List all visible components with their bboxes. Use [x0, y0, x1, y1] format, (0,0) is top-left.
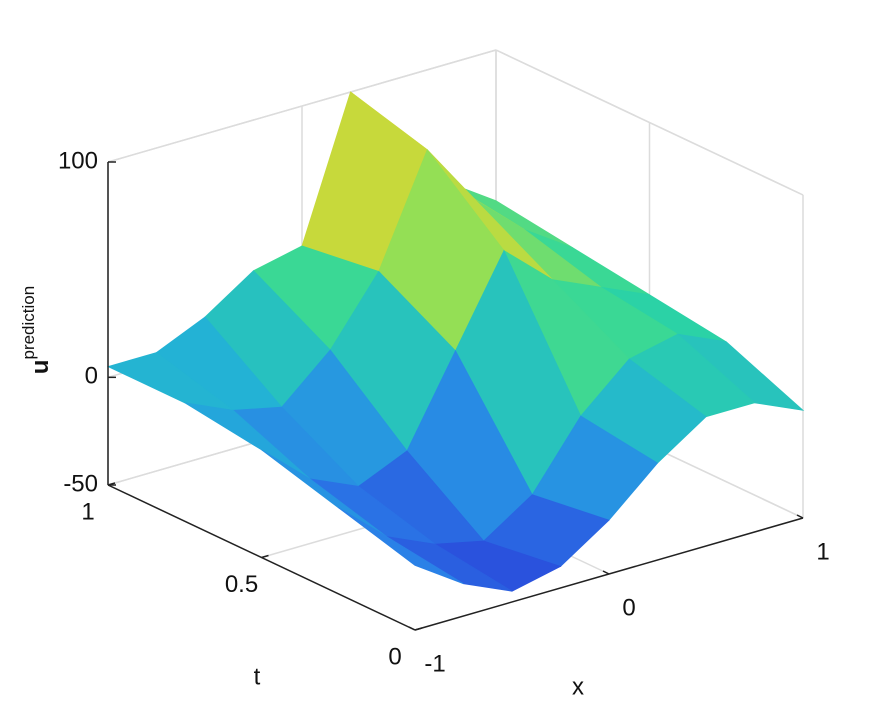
box-edge	[107, 49, 497, 163]
tick-mark	[602, 570, 610, 575]
tick-mark	[408, 626, 416, 631]
x-tick-label: -1	[424, 650, 445, 677]
t-axis-label: t	[254, 663, 261, 690]
z-tick-label: 0	[85, 363, 98, 390]
surface-patch	[338, 507, 464, 585]
y-tick-label: 0.5	[225, 571, 258, 598]
z-axis-label: uprediction	[19, 286, 54, 374]
tick-mark	[107, 482, 116, 486]
box-edge	[495, 49, 804, 196]
x-axis-label: x	[572, 673, 584, 700]
tick-mark	[261, 554, 269, 559]
tick-mark	[414, 627, 423, 631]
y-tick-label: 1	[81, 498, 94, 525]
axes: -50 0 100 -1 0 1 0 0.5 1	[58, 147, 830, 677]
surface	[106, 91, 805, 592]
z-tick-label: 100	[58, 147, 98, 174]
x-tick-label: 0	[622, 594, 635, 621]
tick-mark	[796, 514, 804, 519]
y-tick-label: 0	[388, 643, 401, 670]
z-tick-label: -50	[63, 470, 98, 497]
z-label-base: u	[27, 360, 54, 375]
z-label-sup: prediction	[19, 286, 38, 360]
x-tick-label: 1	[816, 538, 829, 565]
